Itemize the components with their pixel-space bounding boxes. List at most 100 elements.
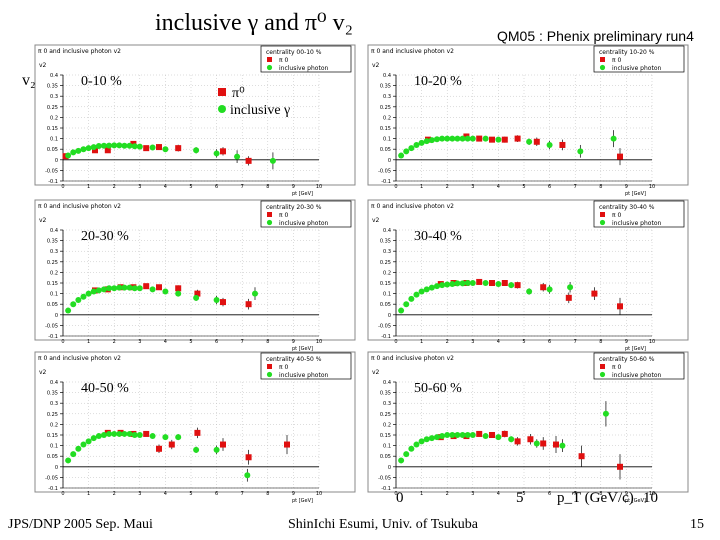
y-tick-label: 0 — [55, 158, 58, 164]
x-tick-label: 2 — [446, 184, 449, 190]
x-tick-label: 10 — [316, 491, 322, 497]
y-axis-title: v2 — [39, 217, 47, 224]
legend-centrality: centrality 20-30 % — [266, 204, 322, 211]
y-tick-label: 0 — [55, 465, 58, 471]
gamma-point — [444, 135, 451, 142]
y-tick-label: 0.4 — [50, 380, 58, 386]
pi0-point — [476, 135, 483, 142]
pi0-point — [194, 290, 201, 297]
gamma-point — [508, 436, 515, 443]
pi0-point — [533, 138, 540, 145]
pi0-point — [591, 290, 598, 297]
gamma-point — [193, 294, 200, 301]
gamma-point — [106, 430, 113, 437]
gamma-point — [459, 135, 466, 142]
x-axis-tick-5: 5 — [516, 490, 524, 506]
legend-pi0-label: π 0 — [612, 364, 622, 371]
chart-panel-0: π 0 and inclusive photon v2 centrality 00… — [34, 44, 356, 197]
gamma-point — [193, 147, 200, 154]
gamma-point — [567, 284, 574, 291]
x-tick-label: 6 — [215, 491, 218, 497]
pi0-point — [245, 454, 252, 461]
panel-header: π 0 and inclusive photon v2 — [38, 355, 121, 362]
y-tick-label: 0.4 — [383, 228, 391, 234]
x-tick-label: 10 — [649, 339, 655, 345]
y-tick-label: 0.25 — [47, 105, 58, 111]
gamma-point — [95, 143, 102, 150]
x-tick-label: 2 — [446, 491, 449, 497]
pi0-point — [156, 284, 162, 291]
gamma-point — [90, 435, 97, 442]
x-axis-title: pt [GeV] — [292, 498, 313, 504]
gamma-point — [398, 457, 405, 464]
pi0-point — [156, 144, 162, 151]
x-tick-label: 0 — [61, 339, 64, 345]
legend-gamma-label: inclusive photon — [279, 220, 328, 227]
y-tick-label: 0.15 — [47, 433, 58, 439]
x-tick-label: 4 — [497, 491, 500, 497]
gamma-point — [95, 287, 102, 294]
main-legend: π⁰ inclusive γ — [218, 86, 290, 118]
x-tick-label: 8 — [266, 491, 269, 497]
y-tick-label: 0.2 — [383, 270, 391, 276]
gamma-point — [495, 136, 502, 143]
x-tick-label: 1 — [420, 339, 423, 345]
pi0-point — [143, 145, 150, 152]
gamma-point — [75, 296, 82, 303]
panel-header: π 0 and inclusive photon v2 — [371, 203, 454, 210]
x-tick-label: 9 — [625, 184, 628, 190]
gamma-point — [610, 135, 617, 142]
y-tick-label: 0.05 — [47, 302, 58, 308]
y-tick-label: 0 — [388, 313, 391, 319]
y-axis-label: v₂ — [22, 72, 36, 89]
gamma-point — [116, 142, 123, 149]
gamma-point — [131, 143, 138, 150]
gamma-point — [70, 301, 77, 308]
gamma-point — [418, 139, 425, 146]
legend-gamma-marker — [266, 371, 273, 378]
gamma-point — [111, 142, 118, 149]
gamma-point — [433, 283, 440, 290]
chart-panel-5: π 0 and inclusive photon v2 centrality 50… — [367, 351, 689, 504]
gamma-point — [70, 451, 77, 458]
pi0-point — [220, 441, 226, 448]
panel-label-1: 10-20 % — [414, 74, 462, 89]
panel-label-2: 20-30 % — [81, 229, 129, 244]
footer-conference: JPS/DNP 2005 Sep. Maui — [8, 517, 153, 532]
pi0-point — [175, 285, 182, 292]
y-tick-label: 0.3 — [383, 249, 391, 255]
x-tick-label: 1 — [87, 184, 90, 190]
pi0-point — [245, 157, 252, 164]
x-tick-label: 8 — [599, 491, 602, 497]
panel-header: π 0 and inclusive photon v2 — [38, 48, 121, 55]
legend-pi0-marker — [600, 212, 605, 217]
pi0-point — [540, 284, 547, 291]
x-tick-label: 0 — [61, 184, 64, 190]
legend-gamma-marker — [599, 64, 606, 71]
gamma-point — [495, 281, 502, 288]
y-tick-label: 0.1 — [50, 444, 58, 450]
x-tick-label: 1 — [420, 491, 423, 497]
main-legend-gamma-label: inclusive γ — [230, 103, 290, 118]
gamma-point — [469, 135, 476, 142]
x-tick-label: 3 — [138, 184, 141, 190]
x-tick-label: 8 — [266, 339, 269, 345]
x-tick-label: 3 — [471, 339, 474, 345]
pi0-point — [245, 301, 252, 308]
y-tick-label: -0.05 — [45, 323, 58, 329]
legend-gamma-label: inclusive photon — [612, 372, 661, 379]
y-tick-label: 0 — [388, 158, 391, 164]
main-legend-pi0-label: π⁰ — [232, 86, 245, 101]
x-tick-label: 7 — [241, 491, 244, 497]
x-tick-label: 10 — [316, 184, 322, 190]
gamma-point — [546, 286, 553, 293]
gamma-point — [90, 144, 97, 151]
gamma-point — [439, 433, 446, 440]
y-axis-title: v2 — [372, 369, 380, 376]
x-tick-label: 3 — [138, 339, 141, 345]
y-tick-label: -0.1 — [381, 179, 391, 185]
y-tick-label: 0.25 — [47, 260, 58, 266]
pi0-point — [514, 282, 521, 289]
x-tick-label: 0 — [394, 491, 397, 497]
